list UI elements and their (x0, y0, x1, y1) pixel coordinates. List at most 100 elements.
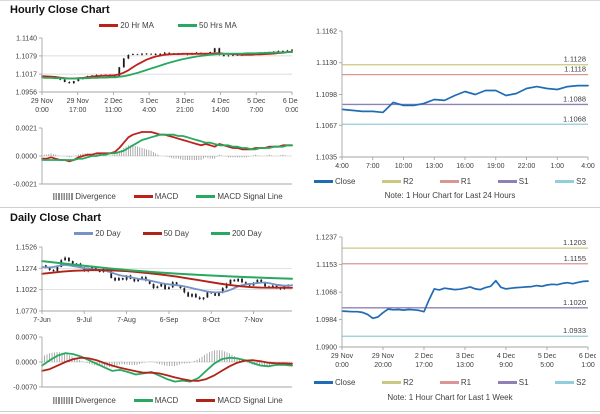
svg-text:7:00: 7:00 (249, 107, 263, 114)
legend-label: Divergence (75, 396, 116, 405)
legend-item: R2 (382, 177, 413, 186)
svg-text:5 Dec: 5 Dec (538, 353, 557, 360)
signal-line-swatch (196, 399, 216, 402)
svg-text:0.0000: 0.0000 (16, 154, 38, 161)
svg-text:10:00: 10:00 (395, 163, 413, 170)
daily-macd-legend: Divergence MACD MACD Signal Line (40, 396, 296, 405)
s1-line-swatch (497, 180, 517, 183)
svg-text:9:00: 9:00 (499, 362, 513, 369)
legend-label: MACD Signal Line (217, 396, 283, 405)
daily-price-legend: 20 Day 50 Day 200 Day (40, 229, 296, 238)
hourly-macd-legend: Divergence MACD MACD Signal Line (40, 192, 296, 201)
svg-text:6 Dec: 6 Dec (579, 353, 596, 360)
svg-text:1.1140: 1.1140 (16, 36, 37, 43)
svg-text:1.1237: 1.1237 (316, 235, 338, 242)
legend-item: Close (314, 177, 355, 186)
svg-text:1.1526: 1.1526 (16, 245, 38, 252)
svg-text:14:00: 14:00 (212, 107, 230, 114)
svg-text:6-Sep: 6-Sep (160, 317, 179, 324)
svg-text:1.1118: 1.1118 (564, 65, 586, 74)
hourly-price-legend: 20 Hr MA 50 Hrs MA (40, 21, 296, 30)
svg-text:-0.0070: -0.0070 (13, 385, 37, 392)
close-line-swatch (314, 381, 333, 384)
legend-item: 50 Hrs MA (178, 21, 237, 30)
svg-text:-0.0021: -0.0021 (13, 182, 37, 189)
svg-text:1.0956: 1.0956 (16, 90, 38, 97)
svg-text:29 Nov: 29 Nov (331, 353, 354, 360)
svg-text:4:00: 4:00 (335, 163, 349, 170)
svg-text:0:00: 0:00 (335, 362, 349, 369)
legend-label: MACD (154, 192, 179, 201)
svg-text:0:00: 0:00 (35, 107, 49, 114)
macd-line-swatch (133, 399, 153, 402)
legend-item: 200 Day (210, 229, 262, 238)
r1-line-swatch (439, 381, 459, 384)
svg-text:1.1079: 1.1079 (16, 53, 38, 60)
legend-label: Close (335, 177, 356, 186)
macd-line-swatch (133, 195, 153, 198)
blue-line-swatch (74, 232, 94, 235)
svg-text:1.1162: 1.1162 (316, 29, 337, 36)
daily-sr-note: Note: 1 Hour Chart for Last 1 Week (387, 393, 513, 402)
svg-text:20:00: 20:00 (374, 362, 392, 369)
svg-text:16:00: 16:00 (456, 163, 474, 170)
svg-text:4:00: 4:00 (142, 107, 156, 114)
legend-item: Divergence (53, 192, 116, 201)
svg-text:1.0900: 1.0900 (316, 345, 338, 352)
svg-text:5 Dec: 5 Dec (247, 98, 266, 105)
svg-text:1.1068: 1.1068 (563, 114, 586, 123)
bottom-border (0, 411, 600, 412)
svg-text:29 Nov: 29 Nov (67, 98, 90, 105)
legend-label: MACD Signal Line (217, 192, 283, 201)
svg-text:19:00: 19:00 (487, 163, 505, 170)
svg-text:11:00: 11:00 (105, 107, 122, 114)
svg-text:1.1098: 1.1098 (316, 92, 338, 99)
svg-text:7-Aug: 7-Aug (117, 317, 136, 324)
s2-line-swatch (555, 381, 575, 384)
s1-line-swatch (497, 381, 517, 384)
legend-label: 20 Day (95, 229, 121, 238)
svg-text:1.1128: 1.1128 (564, 55, 586, 64)
hourly-chart-title: Hourly Close Chart (10, 4, 110, 16)
legend-item: Close (314, 378, 355, 387)
legend-label: 50 Hrs MA (199, 21, 237, 30)
svg-text:21:00: 21:00 (176, 107, 194, 114)
svg-text:1.1067: 1.1067 (316, 123, 338, 130)
svg-text:13:00: 13:00 (456, 362, 474, 369)
svg-text:3 Dec: 3 Dec (140, 98, 159, 105)
legend-label: 200 Day (231, 229, 262, 238)
svg-text:1.1017: 1.1017 (16, 72, 38, 79)
svg-text:3 Dec: 3 Dec (176, 98, 195, 105)
legend-label: S1 (518, 378, 529, 387)
legend-item: S2 (555, 177, 586, 186)
divergence-swatch (53, 193, 74, 200)
svg-text:2 Dec: 2 Dec (104, 98, 123, 105)
legend-item: R1 (439, 177, 471, 186)
red-line-swatch (99, 24, 119, 27)
svg-text:1.0933: 1.0933 (563, 326, 586, 335)
svg-text:0:00: 0:00 (285, 107, 298, 114)
svg-text:1.1035: 1.1035 (316, 155, 338, 162)
svg-text:6 Dec: 6 Dec (283, 98, 298, 105)
svg-text:17:00: 17:00 (69, 107, 87, 114)
legend-label: 20 Hr MA (120, 21, 154, 30)
legend-label: R2 (403, 378, 414, 387)
svg-text:1.0770: 1.0770 (16, 309, 38, 316)
daily-chart-title: Daily Close Chart (10, 212, 102, 224)
legend-item: MACD (133, 396, 178, 405)
svg-text:1.1068: 1.1068 (316, 290, 338, 297)
legend-item: Divergence (53, 396, 116, 405)
svg-text:29 Nov: 29 Nov (372, 353, 395, 360)
svg-text:1.1274: 1.1274 (16, 266, 38, 273)
legend-label: S2 (576, 378, 586, 387)
legend-item: MACD (133, 192, 179, 201)
legend-label: R1 (460, 378, 472, 387)
r2-line-swatch (382, 381, 402, 384)
legend-item: 20 Day (74, 229, 121, 238)
svg-text:7-Jun: 7-Jun (33, 317, 51, 324)
svg-text:1.0984: 1.0984 (316, 317, 338, 324)
svg-text:7-Nov: 7-Nov (244, 317, 263, 324)
